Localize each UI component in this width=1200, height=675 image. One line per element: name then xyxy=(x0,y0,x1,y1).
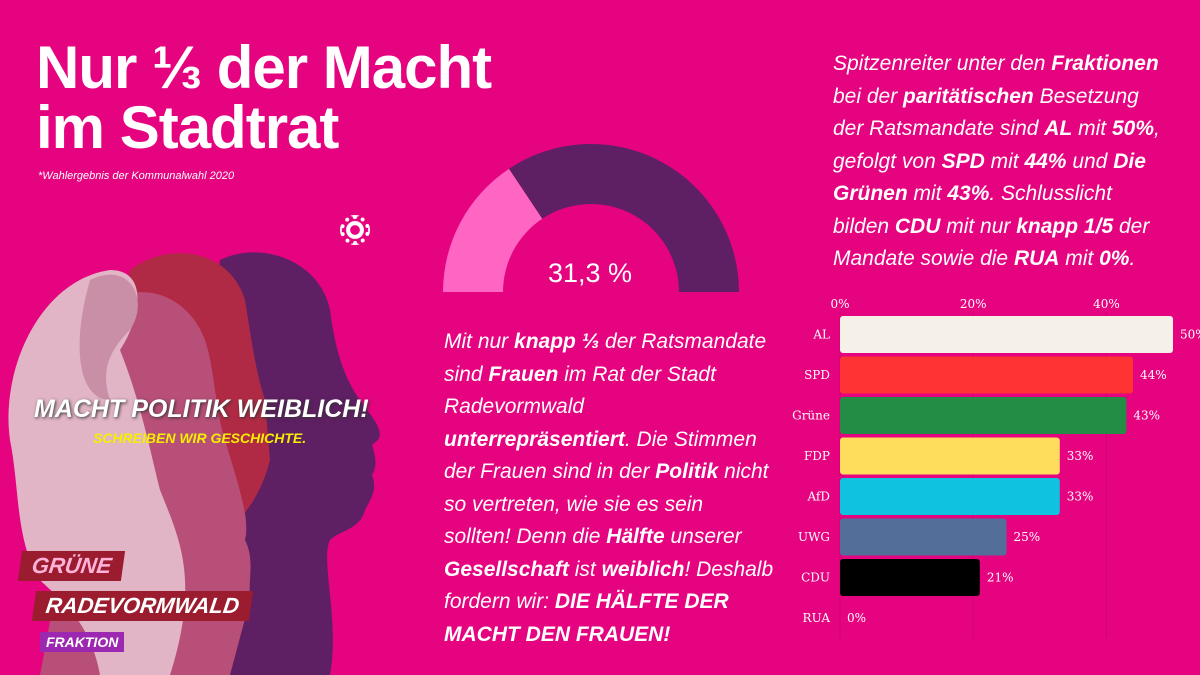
category-label: CDU xyxy=(801,571,830,585)
text-segment: . Schlusslicht bilden xyxy=(833,182,1112,238)
paragraph-right: Spitzenreiter unter den Fraktionen bei d… xyxy=(833,48,1173,276)
bar-spd xyxy=(840,356,1134,394)
text-segment: knapp ⅓ xyxy=(514,330,600,353)
text-segment: . Die Stimmen der Frauen sind in der xyxy=(444,427,757,484)
text-segment: ! Deshalb fordern wir: xyxy=(444,557,774,614)
text-segment: Politik xyxy=(655,460,719,483)
text-segment: nicht so vertreten, wie sie es sein soll… xyxy=(444,460,769,548)
text-segment: RUA xyxy=(1013,247,1060,270)
category-label: RUA xyxy=(803,611,831,625)
x-tick-label: 20% xyxy=(960,297,987,311)
category-label: UWG xyxy=(798,530,830,544)
gauge-remaining xyxy=(508,144,739,292)
gauge-chart xyxy=(443,144,739,292)
value-label: 0% xyxy=(847,611,866,625)
value-label: 33% xyxy=(1067,490,1094,504)
text-segment: DIE HÄLFTE DER MACHT DEN FRAUEN! xyxy=(444,590,729,646)
value-label: 25% xyxy=(1014,530,1041,544)
value-label: 33% xyxy=(1067,449,1094,463)
text-segment: SPD xyxy=(941,149,985,173)
text-segment: Frauen xyxy=(488,362,559,386)
bar-fdp xyxy=(840,437,1060,475)
text-segment: im Rat der Stadt Radevormwald xyxy=(444,362,716,419)
category-label: AfD xyxy=(806,490,830,504)
logo-radevormwald: RADEVORMWALD xyxy=(31,591,254,621)
text-segment: mit xyxy=(1072,117,1112,140)
text-segment: paritätischen xyxy=(903,84,1034,108)
text-segment: mit nur xyxy=(940,214,1017,238)
text-segment: ist xyxy=(568,557,602,581)
gauge-value: 31,3 % xyxy=(547,258,633,288)
logo-grune: GRÜNE xyxy=(17,551,126,581)
text-segment: der Mandate sowie die xyxy=(833,214,1150,271)
text-segment: mit xyxy=(984,149,1025,173)
bar-uwg xyxy=(840,518,1007,556)
bar-grüne xyxy=(840,397,1127,434)
sunflower-icon xyxy=(340,215,370,245)
text-segment: mit xyxy=(907,182,948,205)
text-segment: der Ratsmandate sind xyxy=(444,330,767,386)
text-segment: 0% xyxy=(1099,247,1130,270)
page-title: Nur ⅓ der Macht im Stadtrat xyxy=(36,34,492,161)
category-label: SPD xyxy=(804,368,830,382)
bar-afd xyxy=(840,478,1060,515)
text-segment: Die Grünen xyxy=(833,149,1146,206)
text-segment: Mit nur xyxy=(444,330,515,353)
text-segment: und xyxy=(1066,149,1114,173)
title-line-1: Nur ⅓ der Macht xyxy=(36,34,492,101)
value-label: 43% xyxy=(1133,409,1160,423)
footnote: *Wahlergebnis der Kommunalwahl 2020 xyxy=(38,170,235,182)
text-segment: Besetzung der Ratsmandate sind xyxy=(833,84,1139,141)
bar-cdu xyxy=(840,559,980,596)
x-tick-label: 0% xyxy=(830,297,849,311)
value-label: 50% xyxy=(1180,328,1200,342)
value-label: 21% xyxy=(987,571,1014,585)
text-segment: Spitzenreiter unter den xyxy=(833,52,1052,75)
text-segment: Fraktionen xyxy=(1051,52,1159,75)
text-segment: mit xyxy=(1059,247,1100,270)
category-label: Grüne xyxy=(792,409,830,423)
text-segment: . xyxy=(1129,247,1136,270)
text-segment: knapp 1/5 xyxy=(1016,214,1114,238)
text-segment: , gefolgt von xyxy=(833,117,1160,173)
text-segment: 50% xyxy=(1111,117,1154,140)
text-segment: weiblich xyxy=(601,557,685,581)
value-label: 44% xyxy=(1140,368,1167,382)
bar-chart: 0% 20% 40% AL 50% SPD 44% Grüne 43% FDP 33% AfD 33% U… xyxy=(792,297,1200,638)
category-label: FDP xyxy=(804,449,830,463)
text-segment: unserer xyxy=(664,525,742,548)
text-segment: 44% xyxy=(1024,149,1067,173)
bar-al xyxy=(840,316,1173,353)
text-segment: AL xyxy=(1044,117,1073,140)
text-segment: 43% xyxy=(947,182,990,205)
paragraph-left: Mit nur knapp ⅓ der Ratsmandate sind Fra… xyxy=(444,326,774,651)
x-tick-label: 40% xyxy=(1093,297,1120,311)
subslogan: SCHREIBEN WIR GESCHICHTE. xyxy=(93,430,307,446)
text-segment: CDU xyxy=(894,214,941,238)
title-line-2: im Stadtrat xyxy=(36,94,339,161)
text-segment: bei der xyxy=(833,84,904,108)
logo-fraktion: FRAKTION xyxy=(40,632,125,652)
slogan: MACHT POLITIK WEIBLICH! xyxy=(34,395,369,423)
text-segment: Hälfte xyxy=(606,525,665,548)
category-label: AL xyxy=(812,328,830,342)
text-segment: unterrepräsentiert xyxy=(444,427,625,451)
gauge-fill xyxy=(443,168,543,292)
text-segment: Gesellschaft xyxy=(444,557,569,581)
